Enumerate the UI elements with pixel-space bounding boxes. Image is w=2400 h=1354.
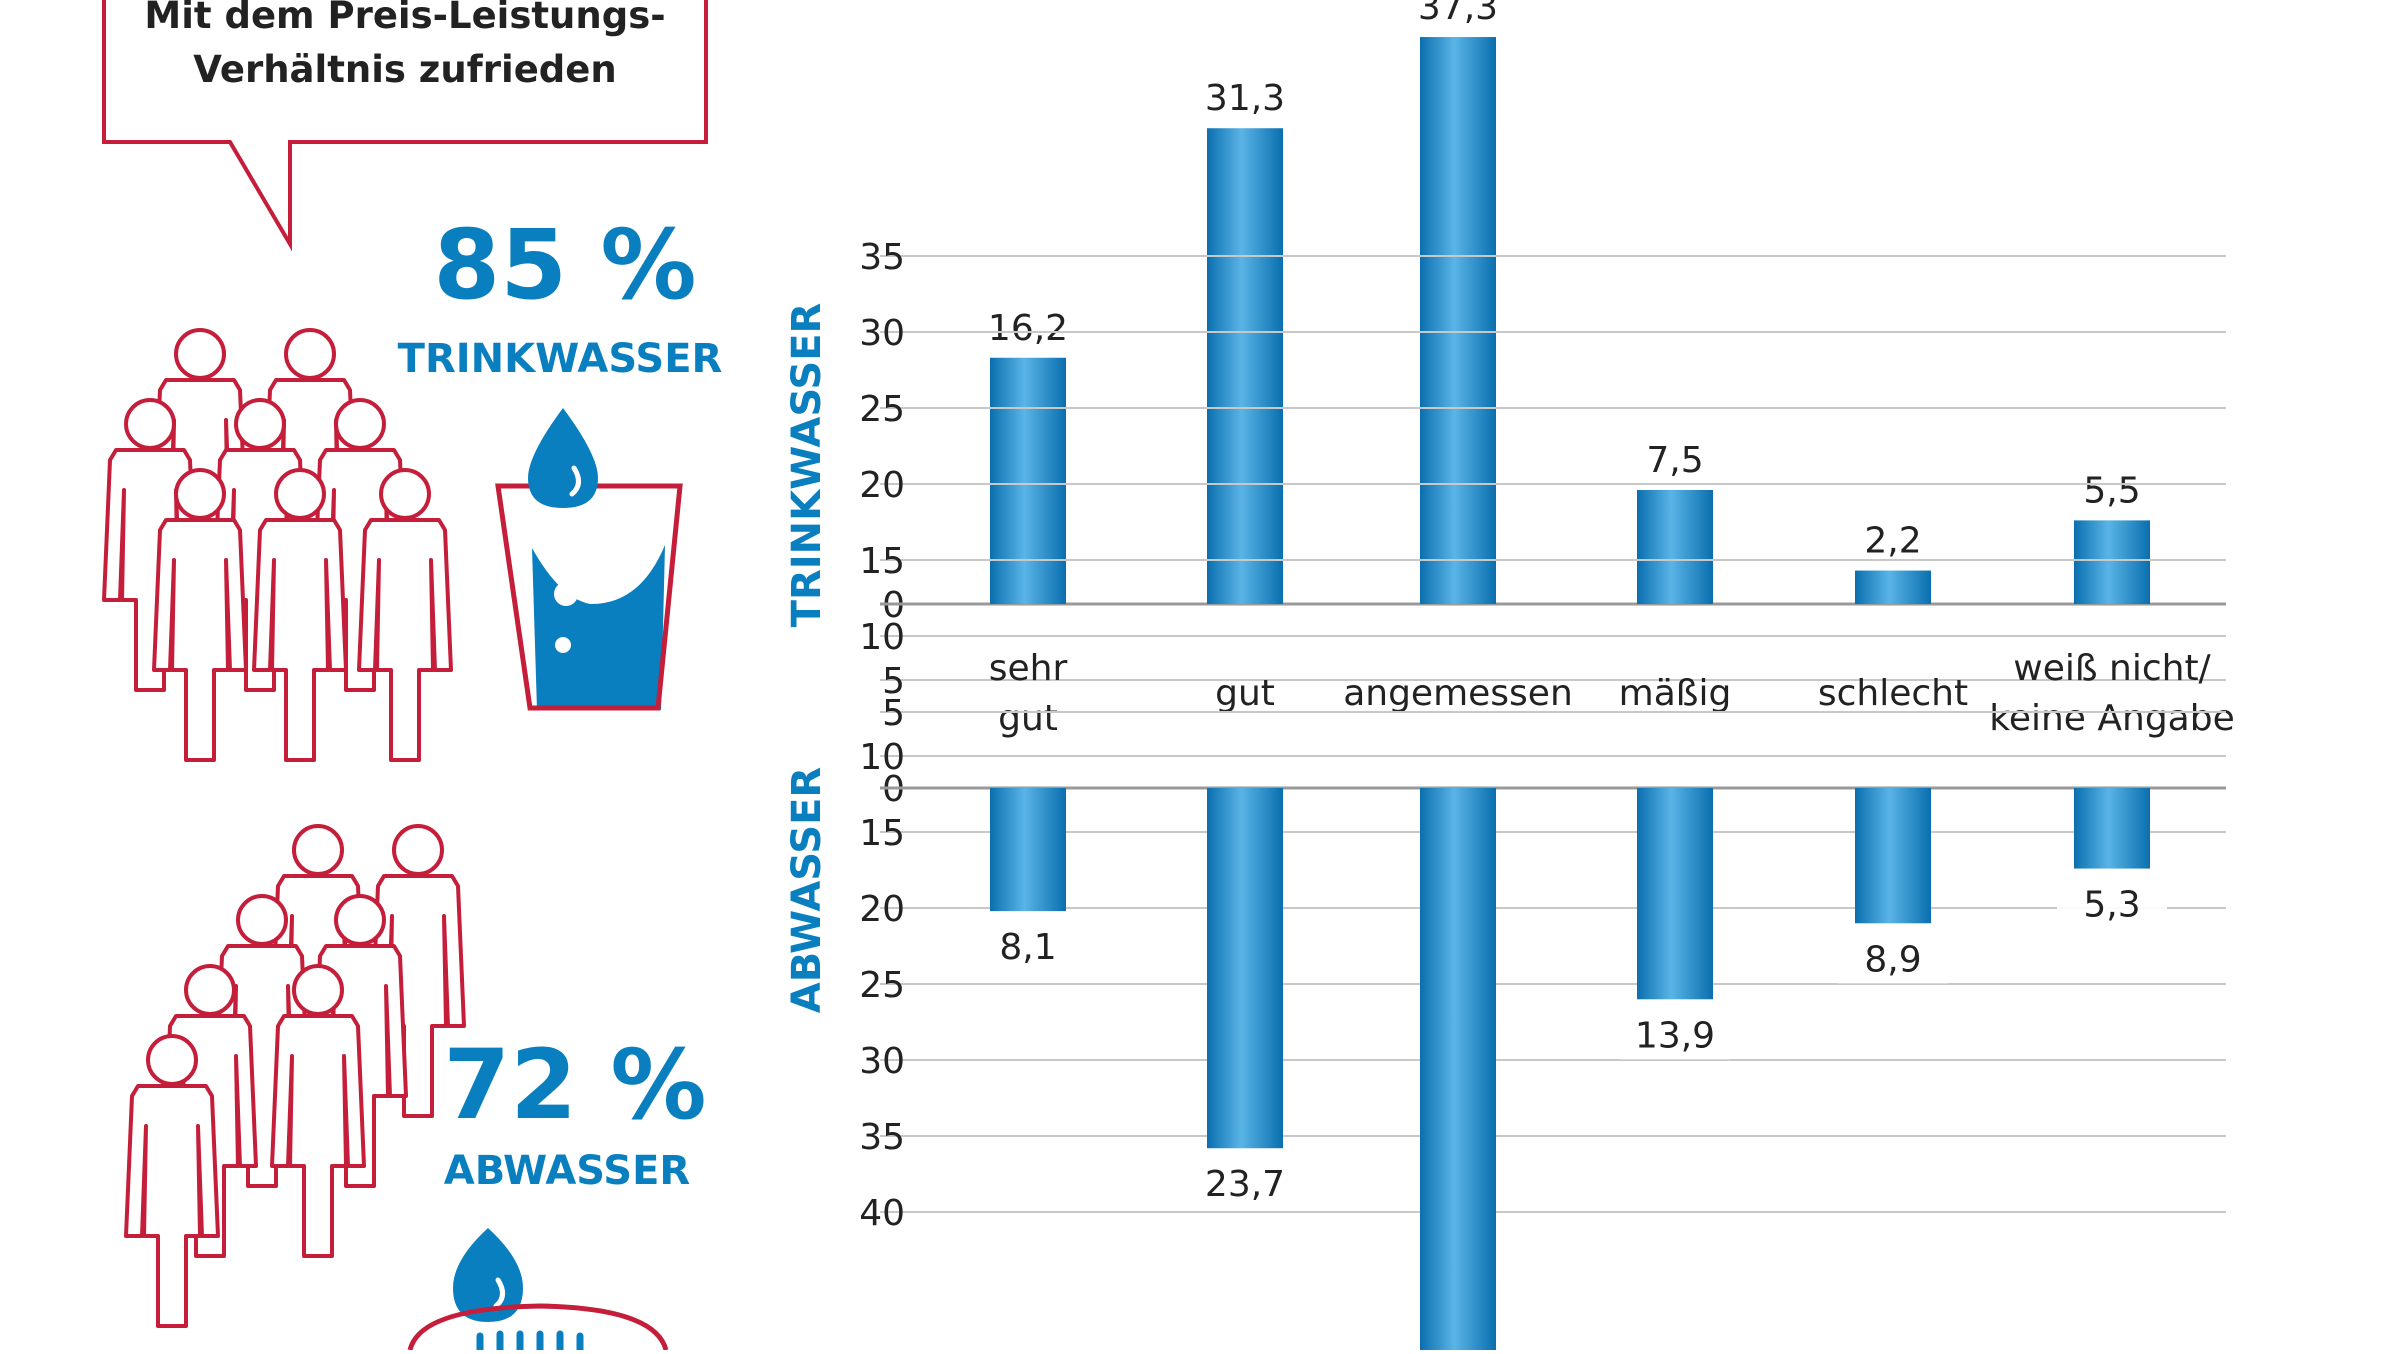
callout-line-2: Verhältnis zufrieden: [193, 48, 616, 91]
category-label: gut: [998, 698, 1058, 739]
bar: [1207, 788, 1283, 1149]
water-drop-icon: [453, 1228, 523, 1322]
y-tick-label: 25: [859, 965, 905, 1006]
y-axis-title: TRINKWASSER: [784, 303, 830, 628]
bar: [990, 357, 1066, 604]
water-glass-icon: [495, 408, 683, 711]
abwasser-percent: 72 %: [443, 1029, 706, 1141]
bar: [990, 788, 1066, 912]
callout-outline: [102, 0, 708, 252]
category-label: gut: [1215, 673, 1275, 714]
bar: [2074, 788, 2150, 869]
people-group-icon: [102, 328, 453, 762]
y-tick-label: 20: [859, 465, 905, 506]
bar: [1855, 788, 1931, 924]
data-label: 8,9: [1864, 939, 1921, 980]
y-tick-label: 15: [859, 813, 905, 854]
bar: [1637, 788, 1713, 1000]
y-tick-label: 30: [859, 313, 905, 354]
person-icon: [102, 398, 198, 692]
data-label: 16,2: [988, 308, 1068, 349]
y-tick-label: 40: [859, 1193, 905, 1234]
bar: [1637, 490, 1713, 604]
trinkwasser-label: TRINKWASSER: [398, 336, 723, 382]
data-label: 31,3: [1205, 78, 1285, 119]
y-tick-label: 10: [859, 737, 905, 778]
drain-icon: [407, 1228, 669, 1354]
bar: [1420, 37, 1496, 605]
bar: [1420, 788, 1496, 1354]
chart-abwasser: 05101520253035ABWASSER8,123,713,98,95,3: [784, 237, 2226, 1354]
chart-trinkwasser: 0510152025303540TRINKWASSER16,231,337,37…: [784, 0, 2235, 1234]
callout-line-1: Mit dem Preis-Leistungs-: [144, 0, 665, 37]
y-tick-label: 15: [859, 541, 905, 582]
y-tick-label: 35: [859, 1117, 905, 1158]
person-icon: [357, 468, 453, 762]
category-label: schlecht: [1818, 673, 1968, 714]
bar: [1855, 570, 1931, 604]
data-label: 37,3: [1418, 0, 1498, 28]
person-icon: [270, 964, 366, 1258]
people-group-icon: [124, 824, 466, 1328]
data-label: 13,9: [1635, 1015, 1715, 1056]
y-tick-label: 30: [859, 1041, 905, 1082]
callout-bubble: Mit dem Preis-Leistungs- Verhältnis zufr…: [102, 0, 708, 252]
y-tick-label: 5: [882, 693, 905, 734]
person-icon: [370, 824, 466, 1118]
category-label: keine Angabe: [1989, 698, 2234, 739]
y-tick-label: 25: [859, 389, 905, 430]
y-tick-label: 10: [859, 617, 905, 658]
y-tick-label: 35: [859, 237, 905, 278]
data-label: 23,7: [1205, 1164, 1285, 1205]
bar: [2074, 520, 2150, 604]
trinkwasser-percent: 85 %: [433, 209, 696, 321]
category-label: mäßig: [1619, 673, 1732, 714]
data-label: 8,1: [999, 927, 1056, 968]
bar: [1207, 128, 1283, 605]
abwasser-label: ABWASSER: [444, 1148, 690, 1194]
data-label: 2,2: [1864, 521, 1921, 562]
person-icon: [252, 468, 348, 762]
person-icon: [124, 1034, 220, 1328]
data-label: 7,5: [1646, 440, 1703, 481]
data-label: 5,5: [2083, 470, 2140, 511]
data-label: 5,3: [2083, 885, 2140, 926]
y-axis-title: ABWASSER: [784, 767, 830, 1013]
category-label: sehr: [989, 648, 1068, 689]
category-label: angemessen: [1343, 673, 1573, 714]
y-tick-label: 5: [882, 661, 905, 702]
person-icon: [152, 468, 248, 762]
y-tick-label: 20: [859, 889, 905, 930]
category-label: weiß nicht/: [2013, 648, 2211, 689]
